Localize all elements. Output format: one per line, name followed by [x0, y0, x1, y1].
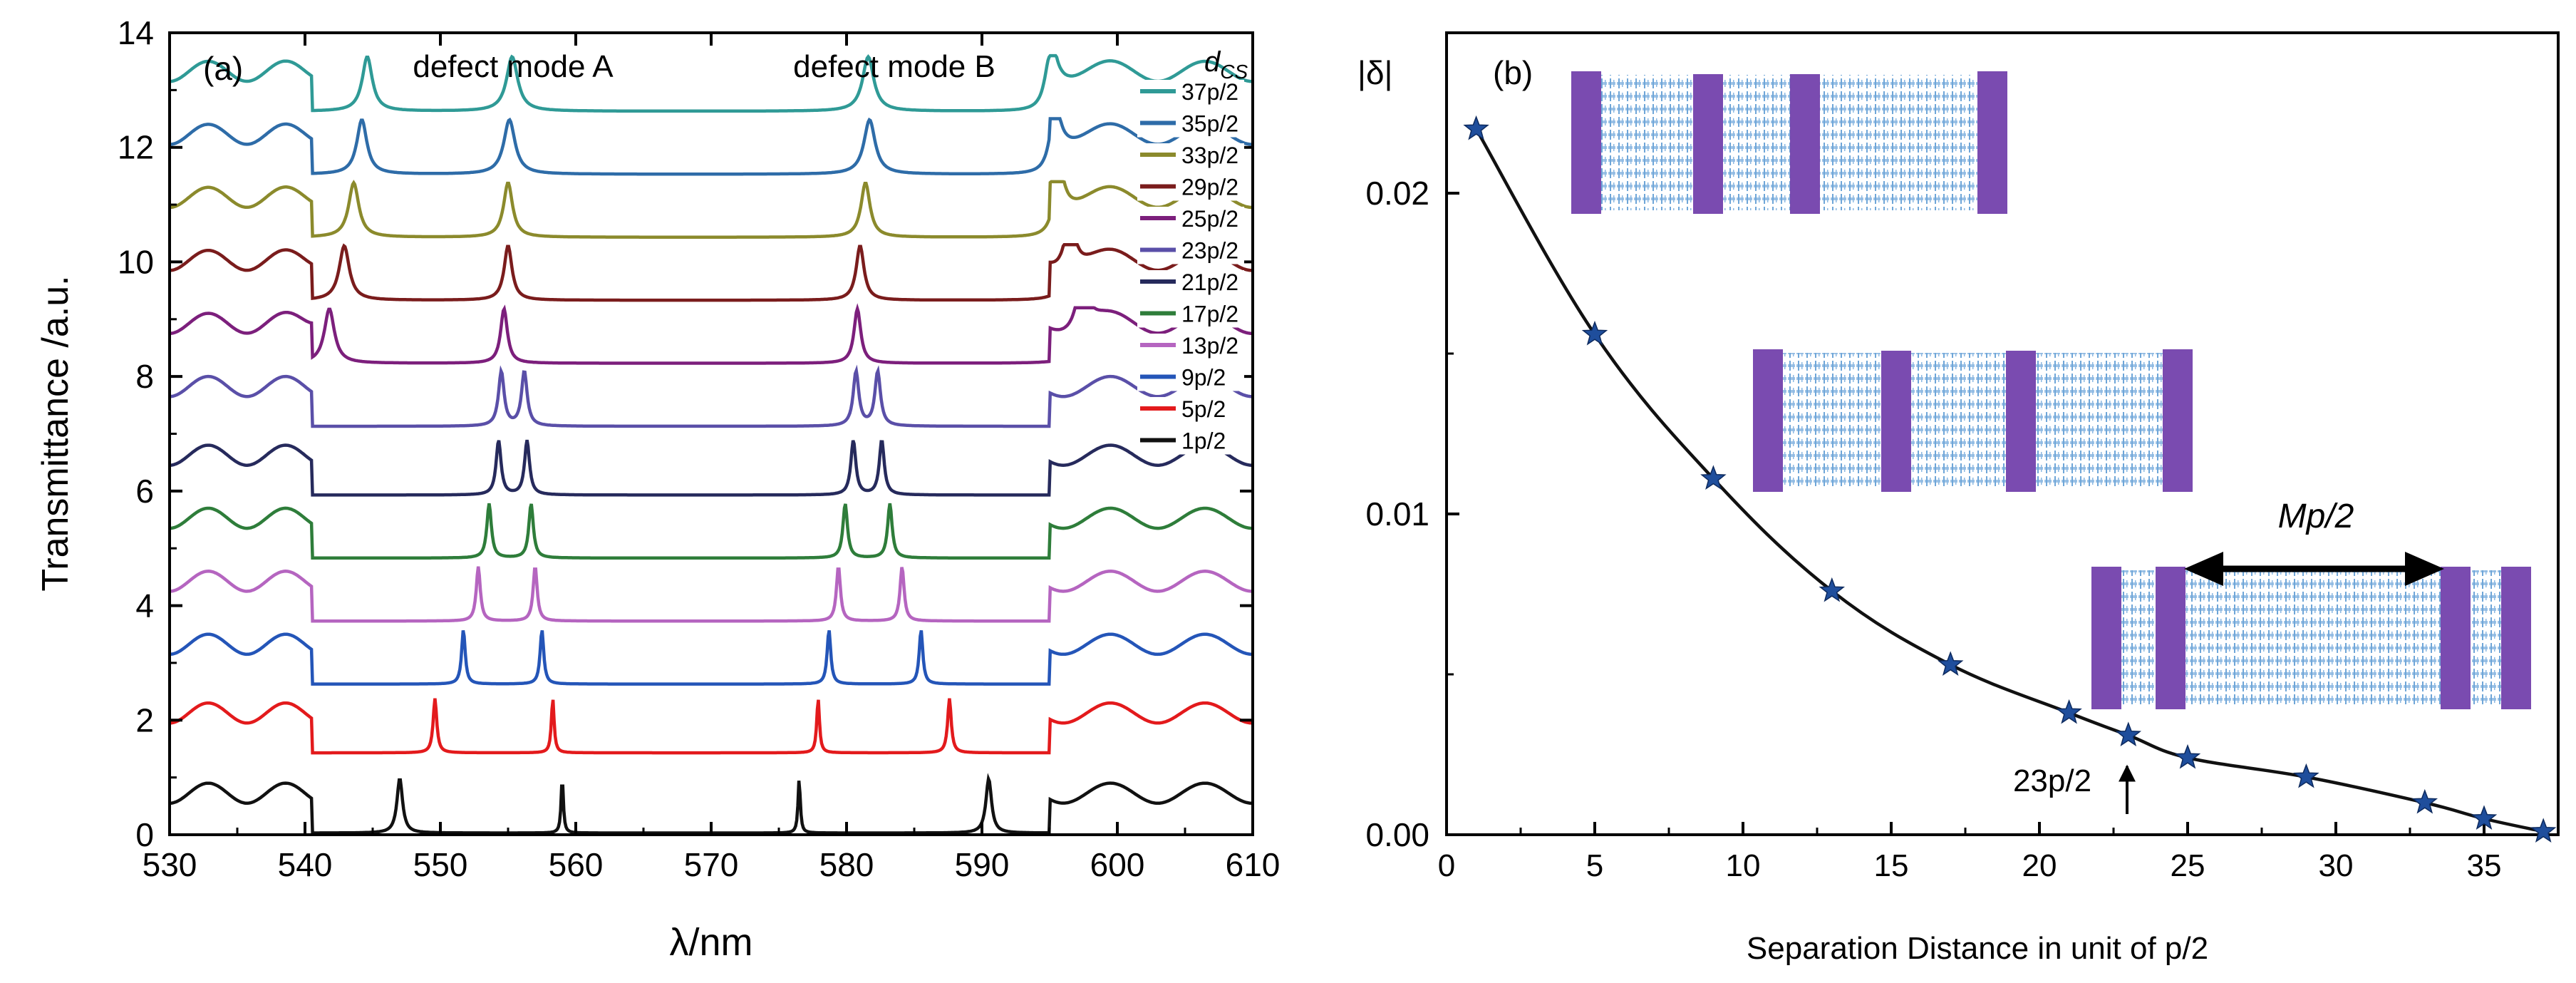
data-point-star — [2174, 743, 2201, 769]
panel-b-ylabel: |δ| — [1357, 54, 1393, 91]
data-point-star — [2471, 805, 2498, 830]
panel-a: 530 540 550 560 570 580 590 600 610 0 2 4 6 8 10 12 14 (… — [35, 14, 1280, 964]
curve-37p-2 — [169, 53, 1252, 113]
annotation-defect-mode-a: defect mode A — [413, 49, 614, 84]
panel-a-label: (a) — [203, 50, 243, 87]
annotation-23p2: 23p/2 — [2013, 763, 2091, 798]
curve-5p-2 — [169, 698, 1252, 755]
y-tick-label: 6 — [135, 473, 154, 510]
x-tick-label: 530 — [143, 846, 197, 883]
y-tick-label: 12 — [118, 129, 154, 166]
x-tick-label: 610 — [1226, 846, 1281, 883]
legend-label: 1p/2 — [1181, 428, 1226, 454]
panel-b-label: (b) — [1493, 54, 1533, 91]
x-tick-label: 590 — [955, 846, 1010, 883]
y-tick-label: 0 — [135, 816, 154, 853]
data-point-star — [2293, 763, 2319, 788]
legend-label: 29p/2 — [1181, 175, 1238, 200]
y-tick-label: 4 — [135, 587, 154, 624]
panel-a-ylabel: Transmittance /a.u. — [35, 275, 76, 591]
x-tick-label: 10 — [1726, 848, 1761, 883]
curve-21p-2 — [169, 439, 1252, 497]
structure-illustration-top — [1571, 71, 2007, 214]
legend-label: 33p/2 — [1181, 143, 1238, 168]
x-tick-label: 5 — [1586, 848, 1603, 883]
data-line — [1474, 128, 2544, 833]
y-tick-label: 8 — [135, 358, 154, 395]
curve-9p-2 — [169, 629, 1252, 686]
x-tick-label: 15 — [1874, 848, 1909, 883]
legend-label: 9p/2 — [1181, 365, 1226, 391]
panel-b: 0 5 10 15 20 25 30 35 0.00 0.01 0.02 — [1357, 31, 2560, 966]
structure-illustration-bottom — [2091, 567, 2531, 709]
data-point-star — [2530, 818, 2557, 843]
panel-a-legend: dCS 37p/2 35p/2 33p/2 29p/2 25p/2 23p/2 21p/2 1… — [1137, 46, 1248, 455]
data-point-star — [2115, 721, 2142, 747]
x-tick-label: 570 — [684, 846, 739, 883]
y-tick-label: 0.00 — [1365, 816, 1429, 853]
data-point-star — [1700, 465, 1727, 490]
legend-label: 23p/2 — [1181, 238, 1238, 264]
panel-b-ticks: 0 5 10 15 20 25 30 35 0.00 0.01 0.02 — [1365, 175, 2501, 883]
panel-b-frame — [1445, 31, 2560, 836]
legend-label: 13p/2 — [1181, 333, 1238, 359]
curve-25p-2 — [170, 303, 1252, 365]
data-point-star — [1819, 577, 1846, 602]
legend-label: 37p/2 — [1181, 79, 1238, 105]
y-tick-label: 0.01 — [1365, 495, 1429, 532]
data-point-star — [2056, 699, 2082, 724]
data-points — [1463, 115, 2557, 843]
legend-label: 17p/2 — [1181, 302, 1238, 327]
x-tick-label: 25 — [2171, 848, 2205, 883]
curve-33p-2 — [169, 180, 1252, 239]
data-point-star — [1937, 651, 1964, 676]
curve-35p-2 — [169, 117, 1252, 176]
curve-13p-2 — [169, 566, 1252, 623]
x-tick-label: 560 — [549, 846, 604, 883]
curve-17p-2 — [169, 503, 1252, 560]
legend-label: 25p/2 — [1181, 206, 1238, 232]
panel-a-curves — [169, 53, 1252, 835]
data-point-star — [1581, 320, 1608, 346]
x-tick-label: 35 — [2467, 848, 2502, 883]
y-tick-label: 14 — [118, 14, 154, 51]
y-tick-label: 0.02 — [1365, 175, 1429, 212]
data-point-star — [1463, 115, 1489, 140]
x-tick-label: 30 — [2319, 848, 2354, 883]
x-tick-label: 540 — [278, 846, 333, 883]
x-tick-label: 600 — [1090, 846, 1145, 883]
panel-a-xlabel: λ/nm — [669, 921, 752, 964]
x-tick-label: 580 — [819, 846, 874, 883]
legend-title: dCS — [1204, 46, 1248, 83]
data-point-star — [2411, 788, 2438, 814]
y-tick-label: 10 — [118, 243, 154, 280]
panel-a-frame — [168, 31, 1254, 836]
legend-label: 35p/2 — [1181, 111, 1238, 137]
panel-a-ticks: 530 540 550 560 570 580 590 600 610 0 2 4 6 8 10 12 14 — [118, 14, 1281, 883]
curve-29p-2 — [169, 243, 1252, 302]
span-arrow — [2184, 552, 2444, 586]
panel-b-xlabel: Separation Distance in unit of p/2 — [1747, 931, 2208, 966]
curve-23p-2 — [170, 364, 1252, 428]
legend-label: 5p/2 — [1181, 396, 1226, 422]
span-label: Mp/2 — [2278, 498, 2354, 535]
annotation-defect-mode-b: defect mode B — [793, 49, 995, 84]
x-tick-label: 0 — [1438, 848, 1455, 883]
y-tick-label: 2 — [135, 701, 154, 738]
structure-illustration-middle — [1753, 349, 2193, 492]
x-tick-label: 20 — [2022, 848, 2057, 883]
legend-label: 21p/2 — [1181, 269, 1238, 295]
x-tick-label: 550 — [413, 846, 468, 883]
